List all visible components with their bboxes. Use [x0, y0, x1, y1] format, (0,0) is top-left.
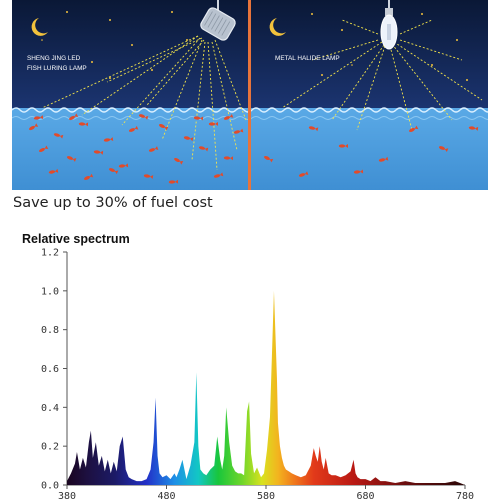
fish-icon: [198, 146, 209, 152]
fish-icon: [223, 113, 234, 120]
metal-halide-lamp-label: METAL HALIDE LAMP: [275, 55, 340, 62]
fish-icon: [118, 163, 129, 168]
chart-title: Relative spectrum: [22, 232, 130, 246]
y-tick-label: 1.2: [41, 248, 59, 259]
tick-labels: 0.0 0.2 0.4 0.6 0.8 1.0 1.2 380 480 580 680 780: [41, 248, 474, 500]
fish-icon: [353, 169, 364, 174]
x-tick-label: 380: [58, 491, 76, 500]
wave-line: [12, 107, 488, 113]
relative-spectrum-chart: 0.0 0.2 0.4 0.6 0.8 1.0 1.2 380 480 580 680 780: [41, 248, 474, 500]
fish-icon: [148, 146, 159, 152]
fish-icon: [69, 113, 79, 121]
fish-icon: [93, 150, 104, 155]
wave-line-2: [12, 116, 488, 120]
moon-icon: [269, 18, 286, 36]
fish-icon: [48, 168, 59, 174]
fish-icon: [468, 126, 479, 131]
moon-icon: [31, 18, 48, 36]
fish-luring-comparison-illustration: SHENG JING LED FISH LURING LAMP METAL HA…: [12, 0, 488, 190]
led-light-beams: [41, 35, 247, 171]
fish-icon: [409, 125, 419, 133]
fish-icon: [78, 122, 89, 127]
fish-icon: [378, 156, 389, 162]
fish-icon: [128, 125, 139, 132]
fish-icon: [183, 136, 194, 142]
y-tick-label: 1.0: [41, 286, 59, 297]
y-tick-label: 0.8: [41, 325, 59, 336]
y-tick-label: 0.0: [41, 481, 59, 492]
fish-icon: [159, 124, 169, 131]
fish-icon: [29, 123, 39, 131]
y-tick-label: 0.6: [41, 364, 59, 375]
fish-icon: [84, 173, 94, 180]
x-tick-label: 580: [257, 491, 275, 500]
fish-icon: [298, 171, 309, 177]
led-lamp-label-line1: SHENG JING LED: [27, 55, 81, 62]
fish-icon: [174, 157, 184, 165]
x-tick-label: 680: [356, 491, 374, 500]
fish-icon: [213, 172, 224, 178]
metal-halide-light-beams: [281, 19, 483, 131]
fish-icon: [108, 168, 119, 175]
fish-icon: [308, 126, 319, 132]
fish-icon: [208, 121, 219, 126]
led-lamp-label-line2: FISH LURING LAMP: [27, 65, 87, 72]
panel-divider: [248, 0, 251, 190]
metal-halide-bulb-icon: [380, 0, 398, 50]
x-tick-label: 480: [157, 491, 175, 500]
fish-icon: [103, 137, 114, 142]
fish-icon: [39, 145, 49, 153]
fish-icon: [264, 155, 274, 163]
fish-school: [29, 113, 479, 184]
fish-icon: [168, 179, 179, 184]
star-icon: [41, 11, 468, 81]
x-tick-label: 780: [456, 491, 474, 500]
spectrum-area: [67, 290, 465, 485]
fish-icon: [66, 156, 77, 162]
fuel-savings-caption: Save up to 30% of fuel cost: [13, 195, 213, 211]
fish-icon: [138, 114, 149, 120]
fish-icon: [223, 156, 234, 161]
fish-icon: [53, 133, 64, 139]
fish-icon: [143, 174, 154, 180]
fish-icon: [33, 115, 44, 120]
y-tick-label: 0.2: [41, 442, 59, 453]
fish-icon: [193, 116, 204, 121]
y-tick-label: 0.4: [41, 403, 59, 414]
fish-icon: [438, 146, 449, 153]
fish-icon: [233, 128, 244, 134]
led-lamp-icon: [200, 0, 236, 41]
fish-icon: [338, 144, 348, 148]
